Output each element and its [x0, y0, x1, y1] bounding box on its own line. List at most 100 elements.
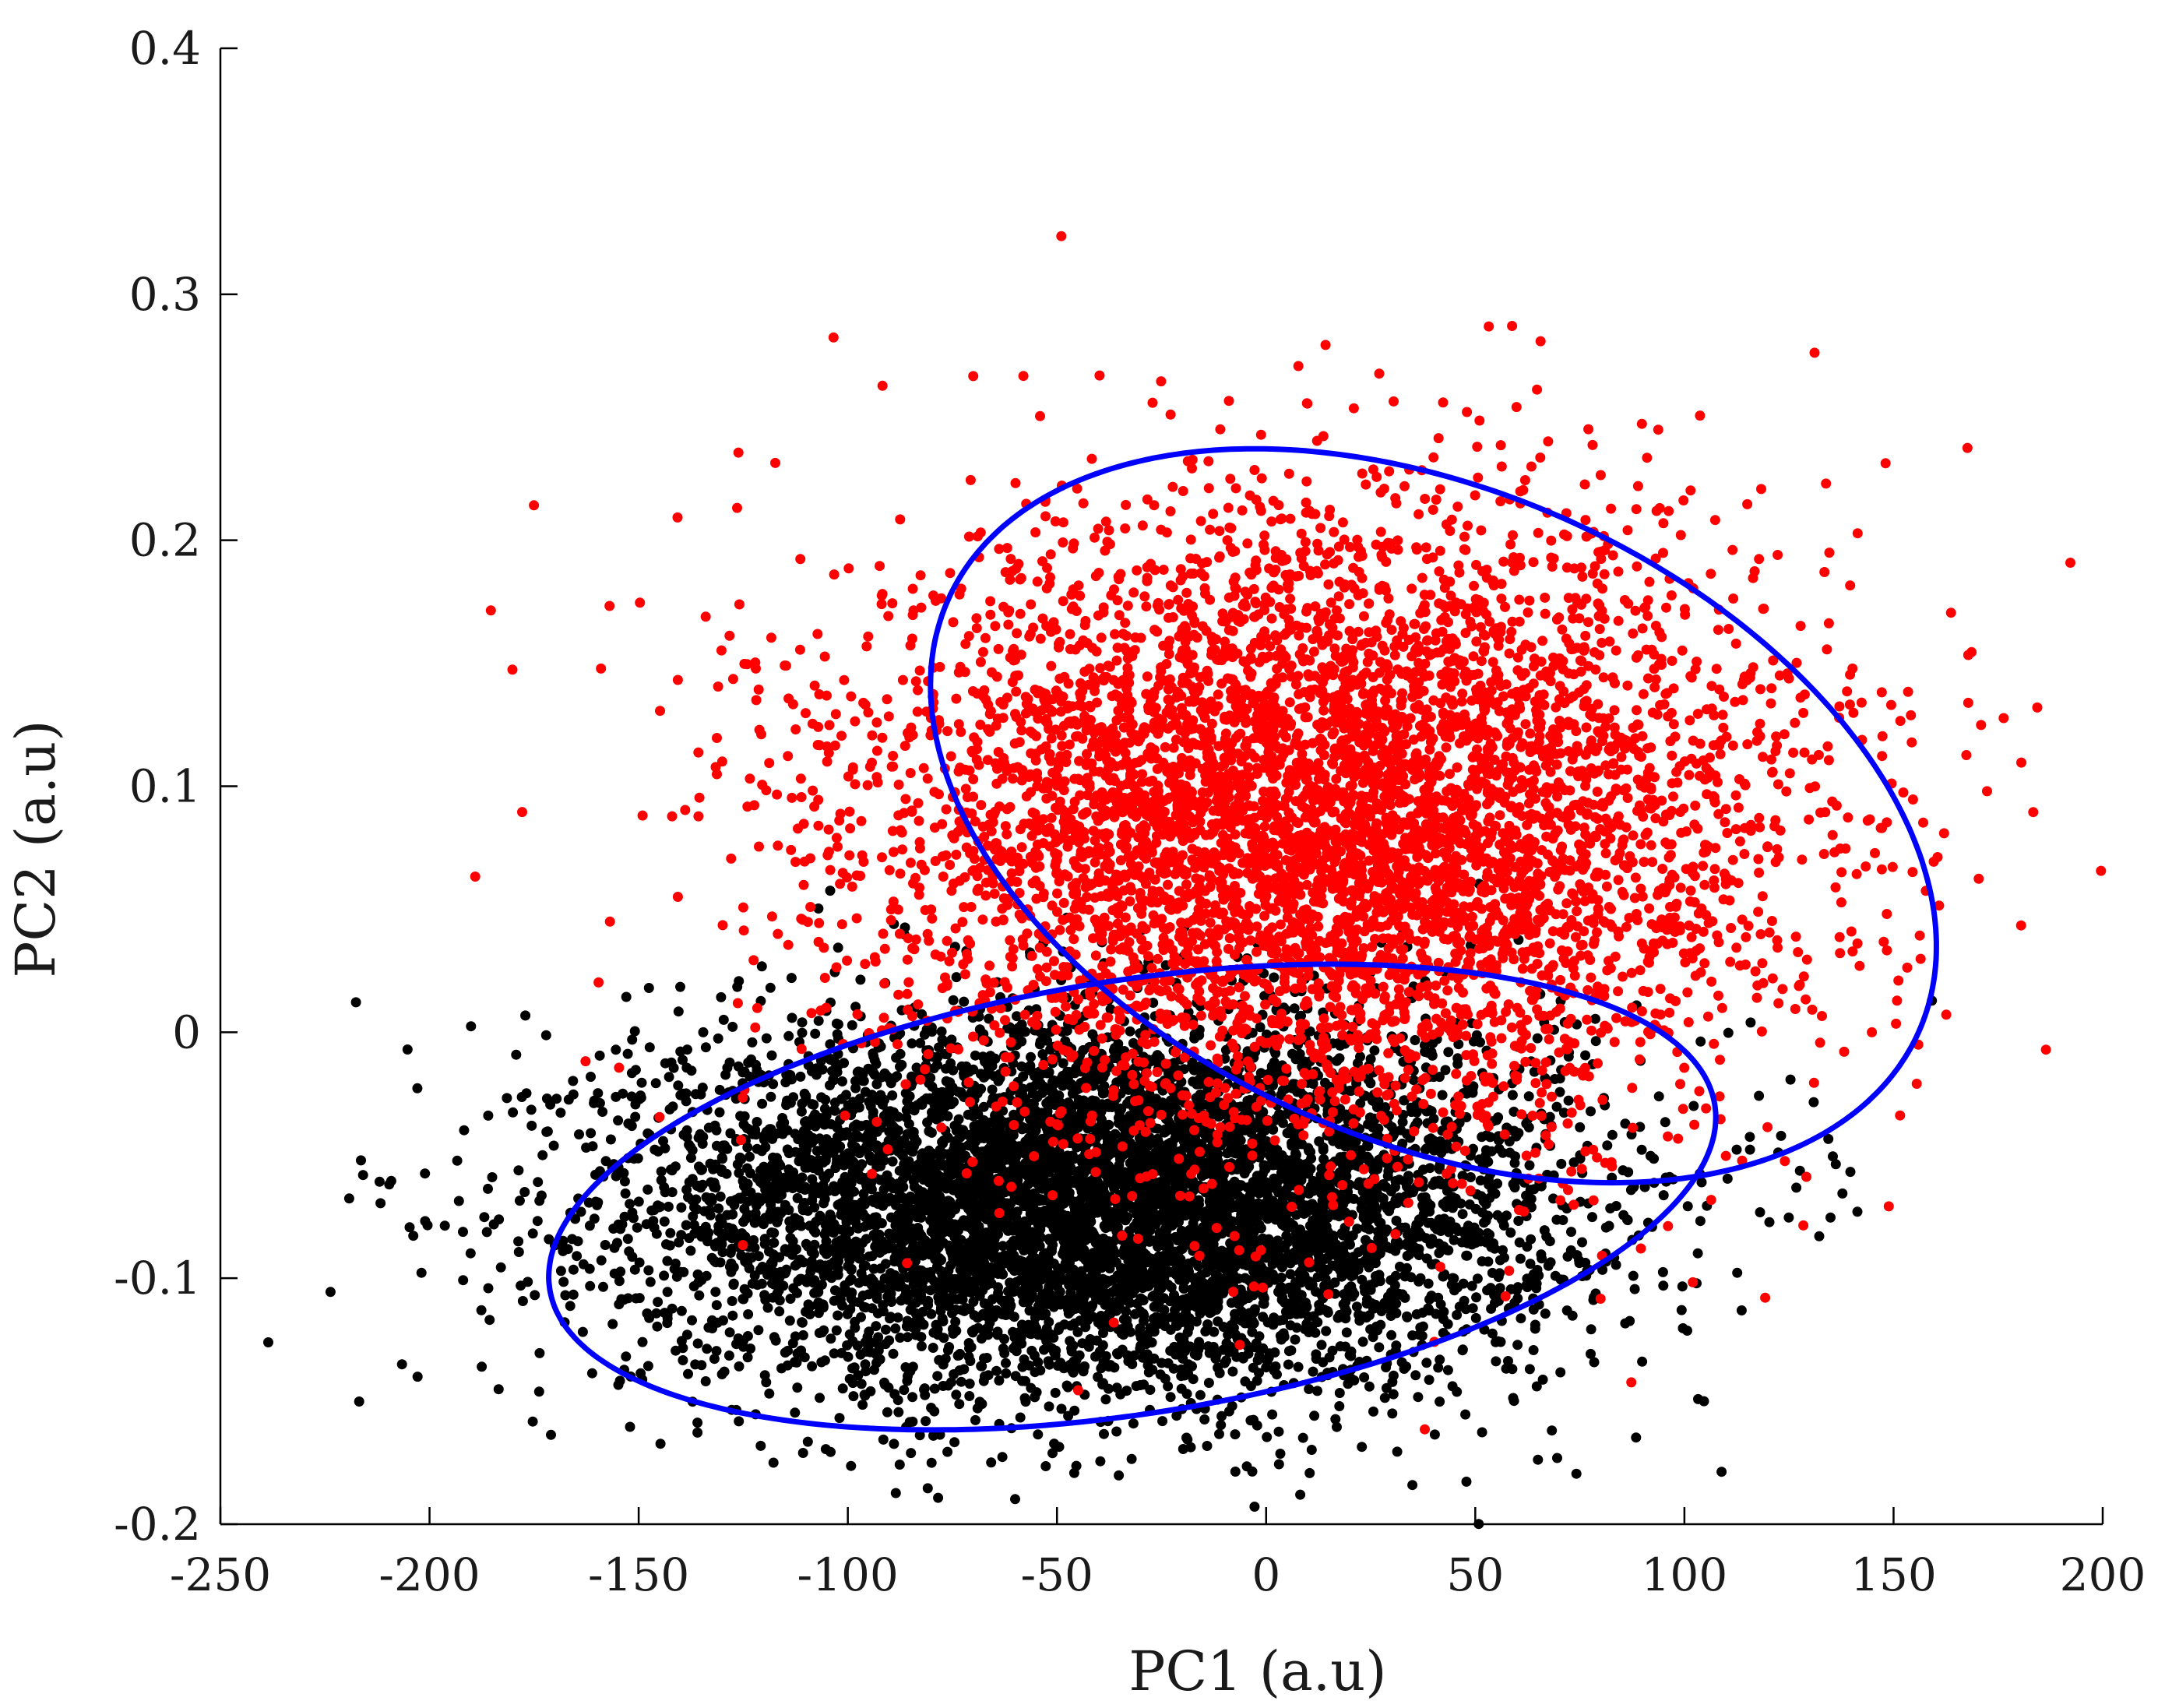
- data-point: [752, 1280, 763, 1291]
- data-point: [878, 1434, 889, 1445]
- data-point: [662, 1287, 673, 1298]
- data-point: [1230, 1429, 1241, 1440]
- data-point: [412, 1083, 423, 1093]
- data-point: [493, 1384, 504, 1395]
- data-point: [844, 1226, 855, 1237]
- data-point: [1636, 1144, 1647, 1155]
- data-point: [620, 1188, 631, 1199]
- data-point: [527, 1228, 538, 1239]
- data-point: [973, 1322, 984, 1333]
- data-point: [880, 1324, 891, 1335]
- data-point: [458, 1275, 469, 1286]
- data-point: [850, 1076, 861, 1086]
- data-point: [747, 1037, 758, 1048]
- data-point: [1586, 1106, 1596, 1117]
- data-point: [793, 1134, 804, 1145]
- data-point: [769, 1332, 780, 1343]
- data-point: [1354, 1315, 1365, 1326]
- data-point: [857, 1400, 868, 1410]
- data-point: [1764, 1217, 1775, 1227]
- data-point: [1562, 1251, 1573, 1262]
- data-point: [1402, 1312, 1413, 1322]
- data-point: [385, 1175, 396, 1186]
- data-point: [396, 1359, 407, 1370]
- data-point: [1580, 1050, 1591, 1061]
- data-point: [1392, 1446, 1403, 1457]
- data-point: [614, 1276, 625, 1287]
- data-point: [1479, 1217, 1489, 1228]
- data-point: [619, 1211, 630, 1222]
- data-point: [1126, 1453, 1137, 1464]
- data-point: [1357, 1442, 1368, 1453]
- data-point: [633, 1196, 644, 1207]
- data-point: [901, 1321, 912, 1332]
- data-point: [613, 1115, 624, 1126]
- data-point: [787, 1012, 797, 1023]
- data-point: [513, 1236, 524, 1247]
- data-point: [936, 1027, 947, 1037]
- data-point: [807, 1099, 818, 1110]
- data-point: [1304, 1467, 1315, 1478]
- data-point: [1657, 1266, 1668, 1277]
- data-point: [1403, 1171, 1413, 1182]
- data-point: [1443, 1047, 1454, 1058]
- data-point: [1408, 1075, 1419, 1086]
- data-point: [645, 1277, 656, 1287]
- data-point: [1571, 1468, 1582, 1479]
- data-point: [1283, 1359, 1294, 1370]
- data-point: [1216, 1192, 1227, 1203]
- data-point: [1262, 1432, 1273, 1442]
- data-point: [884, 1335, 895, 1346]
- data-point: [1649, 1153, 1660, 1164]
- data-point: [1590, 1013, 1600, 1024]
- data-point: [1533, 1454, 1544, 1465]
- data-point: [1628, 1270, 1639, 1281]
- data-point: [743, 1309, 754, 1319]
- data-point: [832, 1029, 843, 1040]
- data-point: [546, 1429, 556, 1440]
- data-point: [783, 1030, 794, 1041]
- data-point: [477, 1361, 488, 1372]
- data-point: [1540, 1308, 1551, 1319]
- data-point: [1457, 1209, 1468, 1220]
- data-point: [692, 1417, 703, 1428]
- data-point: [1524, 1364, 1535, 1375]
- data-point: [871, 1079, 882, 1090]
- data-point: [928, 1343, 938, 1353]
- data-point: [894, 1460, 905, 1470]
- data-point: [1491, 1356, 1501, 1367]
- data-point: [1677, 1281, 1688, 1292]
- data-point: [1475, 1175, 1486, 1186]
- data-point: [593, 1088, 604, 1099]
- data-point: [516, 1280, 526, 1291]
- data-point: [959, 1364, 970, 1375]
- data-point: [628, 1213, 639, 1224]
- data-point: [916, 1341, 927, 1351]
- data-point: [774, 1306, 785, 1317]
- data-point: [643, 983, 654, 993]
- data-point: [1087, 1311, 1098, 1322]
- data-point: [1160, 1321, 1171, 1332]
- data-point: [1732, 1267, 1743, 1278]
- data-point: [1286, 1345, 1297, 1356]
- data-point: [1364, 1381, 1375, 1392]
- data-point: [768, 1457, 779, 1468]
- data-point: [374, 1176, 385, 1187]
- data-point: [1199, 1414, 1210, 1425]
- data-point: [1755, 1207, 1765, 1217]
- data-point: [622, 1048, 633, 1059]
- data-point: [932, 1371, 943, 1382]
- data-point: [484, 1315, 495, 1326]
- data-point: [350, 997, 361, 1008]
- data-point: [829, 1348, 840, 1359]
- data-point: [1523, 1091, 1534, 1102]
- data-point: [684, 1139, 695, 1150]
- data-point: [797, 1017, 808, 1028]
- data-point: [983, 1370, 994, 1381]
- data-point: [1273, 1426, 1284, 1437]
- data-point: [1621, 1214, 1632, 1225]
- data-point: [769, 1238, 780, 1248]
- data-point: [622, 1234, 633, 1245]
- data-point: [1658, 1190, 1669, 1201]
